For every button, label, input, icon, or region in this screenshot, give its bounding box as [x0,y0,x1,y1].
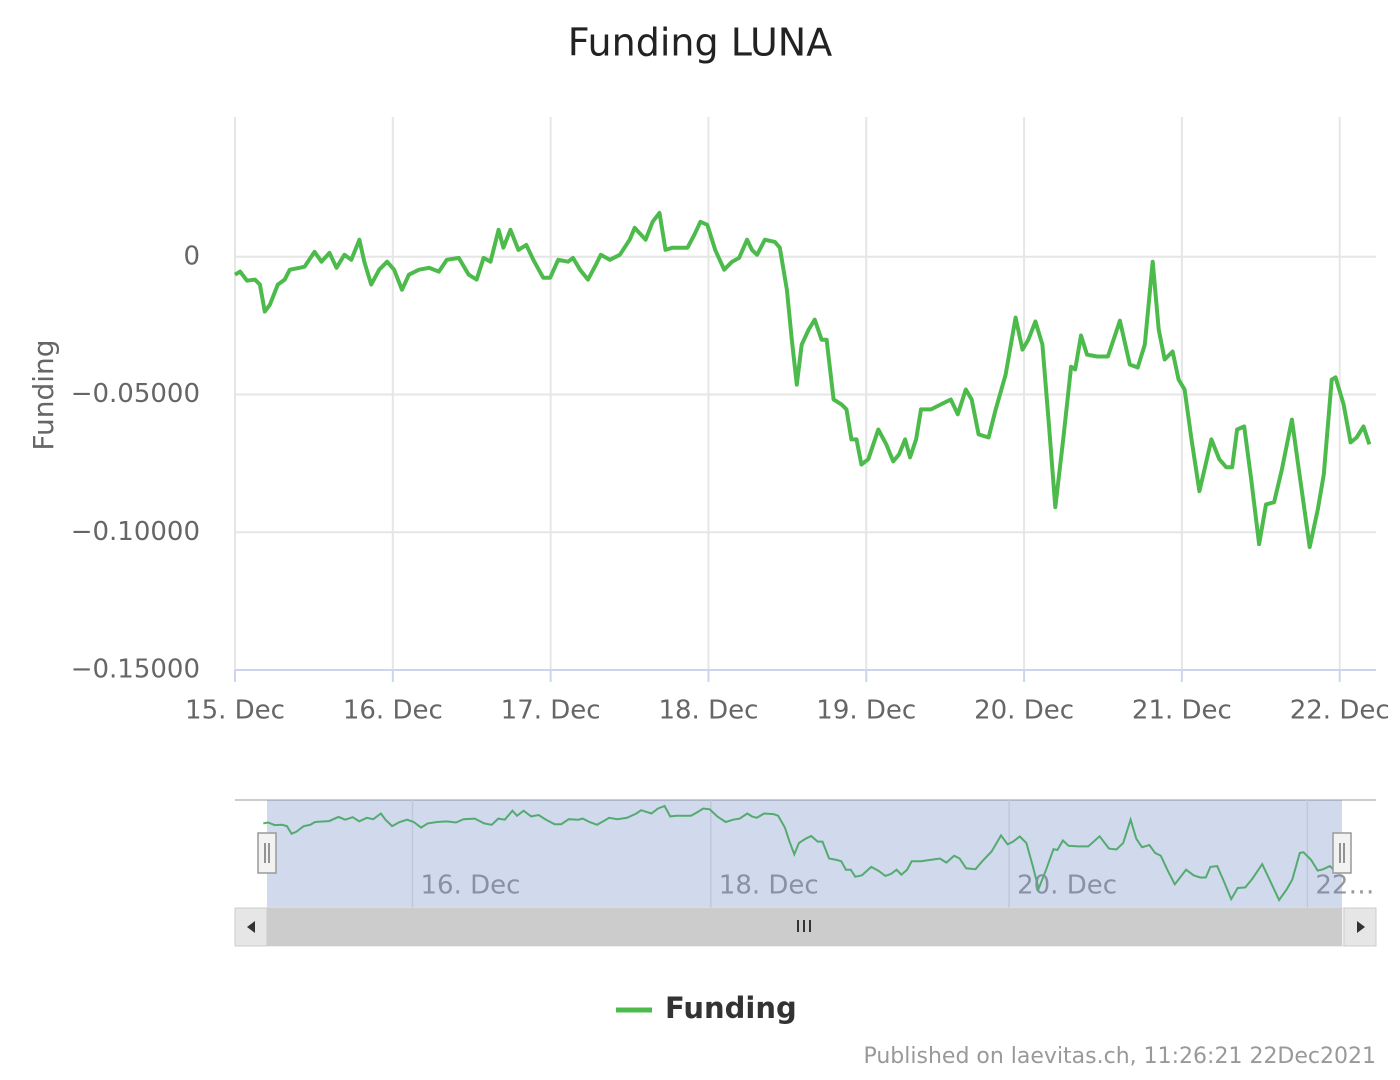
x-tick-label: 20. Dec [974,696,1074,726]
y-tick-label: −0.15000 [71,655,200,685]
navigator-tick-label: 16. Dec [420,871,520,901]
x-tick-label: 16. Dec [343,696,443,726]
x-tick-label: 21. Dec [1132,696,1232,726]
navigator-tick-label: 22… [1315,871,1374,901]
x-tick-label: 18. Dec [658,696,758,726]
navigator-series [263,804,1337,902]
legend-label[interactable]: Funding [665,991,797,1025]
y-tick-label: 0 [183,241,200,271]
y-tick-label: −0.05000 [71,379,200,409]
x-tick-label: 17. Dec [501,696,601,726]
y-tick-label: −0.10000 [71,517,200,547]
navigator-handle-right[interactable] [1332,832,1352,874]
legend[interactable]: Funding [616,991,797,1025]
credits[interactable]: Published on laevitas.ch, 11:26:21 22Dec… [863,1044,1376,1069]
y-axis-label: Funding [27,339,60,450]
x-tick-label: 15. Dec [185,696,285,726]
line-series [233,210,1372,550]
scroll-left-arrow [247,921,255,933]
navigator-mask[interactable] [267,800,1342,908]
navigator: 16. Dec 18. Dec 20. Dec 22… [263,800,1374,908]
chart-title: Funding LUNA [568,21,832,65]
scroll-right-arrow [1357,921,1365,933]
navigator-tick-label: 20. Dec [1017,871,1117,901]
plot-area [233,210,1372,550]
navigator-handle-left[interactable] [257,832,277,874]
navigator-tick-label: 18. Dec [719,871,819,901]
x-tick-label: 22. Dec [1290,696,1390,726]
x-tick-label: 19. Dec [816,696,916,726]
